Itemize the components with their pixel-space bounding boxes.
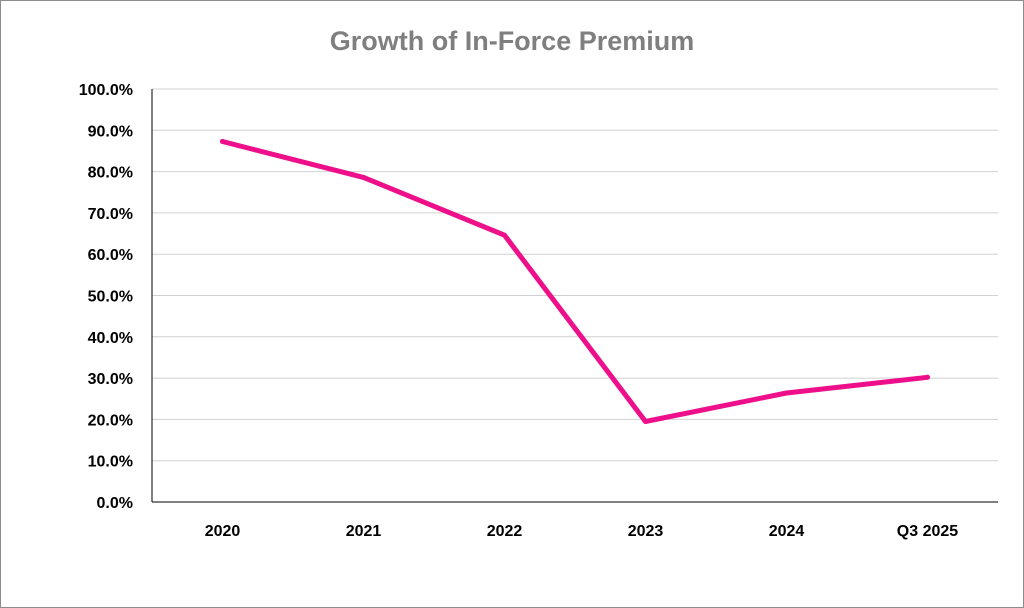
y-tick-label: 10.0% [88,454,133,471]
y-tick-label: 60.0% [88,247,133,264]
y-tick-label: 80.0% [88,165,133,182]
data-point [502,232,507,238]
x-tick-label: 2022 [487,523,523,540]
series-line [220,139,930,424]
series-group [220,138,930,424]
x-tick-label: 2023 [628,523,664,540]
y-tick-label: 30.0% [88,371,133,388]
y-tick-label: 70.0% [88,206,133,223]
gridlines [152,88,998,462]
axes [151,89,998,503]
data-point [361,174,366,180]
data-point [925,374,930,380]
x-tick-label: 2020 [205,523,241,540]
x-axis-tick-labels: 2020 2021 2022 2023 2024 Q3 2025 [205,523,959,540]
chart-title: Growth of In-Force Premium [330,26,695,56]
y-tick-label: 90.0% [88,123,133,140]
x-tick-label: 2021 [346,523,382,540]
x-tick-label: Q3 2025 [897,523,958,540]
data-point [220,138,225,144]
data-point [643,418,648,424]
y-tick-label: 100.0% [79,82,133,99]
y-axis-tick-labels: 0.0% 10.0% 20.0% 30.0% 40.0% 50.0% 60.0% 70.0% 8… [79,82,133,512]
y-tick-label: 20.0% [88,412,133,429]
y-tick-label: 50.0% [88,289,133,306]
y-tick-label: 0.0% [97,495,133,512]
y-tick-label: 40.0% [88,330,133,347]
data-point [784,390,789,396]
x-tick-label: 2024 [769,523,805,540]
